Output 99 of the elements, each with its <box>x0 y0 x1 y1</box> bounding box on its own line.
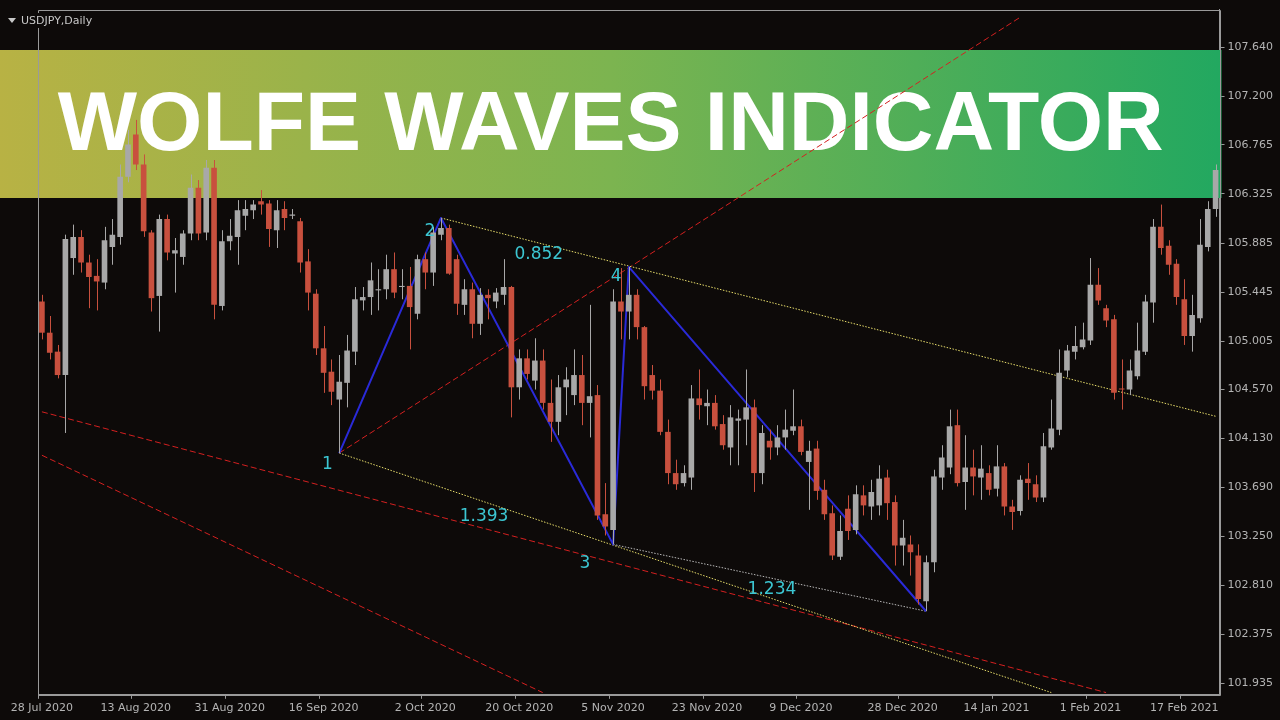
candlestick <box>461 278 468 316</box>
candlestick <box>289 208 296 220</box>
x-tick-label: 31 Aug 2020 <box>194 701 265 715</box>
y-tick-label: 106.325 <box>1227 186 1274 200</box>
candlestick <box>1095 267 1102 306</box>
x-tick-label: 16 Sep 2020 <box>288 701 359 715</box>
candlestick <box>868 479 875 521</box>
y-tick-label: 103.250 <box>1227 529 1274 543</box>
annotation: 2 <box>424 219 436 240</box>
candlestick <box>735 409 742 466</box>
candlestick <box>179 229 186 266</box>
candlestick <box>1158 204 1164 256</box>
candlestick <box>938 444 945 491</box>
candlestick <box>438 217 444 241</box>
candlestick <box>70 224 77 276</box>
candlestick <box>1071 325 1078 360</box>
candlestick <box>696 368 702 421</box>
y-tick-label: 102.375 <box>1227 626 1274 640</box>
candlestick <box>281 200 288 231</box>
y-tick-label: 107.200 <box>1227 89 1274 103</box>
annotation: 0.852 <box>514 243 564 264</box>
annotation: 1 <box>322 452 333 473</box>
candlestick <box>978 444 984 501</box>
y-tick-label: 107.640 <box>1227 40 1274 54</box>
y-tick-label: 104.570 <box>1227 382 1274 396</box>
candlestick <box>383 254 390 300</box>
candlestick <box>563 366 569 416</box>
y-tick-label: 102.810 <box>1227 578 1274 592</box>
candlestick <box>367 262 374 316</box>
annotation: 1.393 <box>459 505 509 526</box>
x-tick-label: 17 Feb 2021 <box>1150 701 1219 715</box>
candlestick <box>93 258 100 311</box>
candlestick <box>1032 474 1039 503</box>
candlestick <box>907 534 914 577</box>
x-tick-label: 23 Nov 2020 <box>671 701 743 715</box>
candlestick <box>422 251 429 290</box>
candlestick <box>1118 358 1125 411</box>
candlestick <box>492 287 499 309</box>
x-tick-label: 14 Jan 2021 <box>963 701 1030 715</box>
candlestick <box>336 354 343 454</box>
candlestick <box>172 237 178 294</box>
candlestick <box>46 315 53 360</box>
candlestick <box>1048 399 1055 451</box>
y-tick-label: 104.130 <box>1227 431 1274 445</box>
candlestick <box>500 258 507 306</box>
candlestick <box>649 364 656 401</box>
x-tick-label: 1 Feb 2021 <box>1059 701 1122 715</box>
candlestick <box>993 444 1000 497</box>
text: USDJPY,Daily <box>21 14 93 27</box>
candlestick <box>86 254 92 309</box>
candlestick <box>1009 499 1015 531</box>
candlestick <box>258 189 264 216</box>
candlestick <box>743 368 749 446</box>
candlestick <box>1079 322 1086 350</box>
candlestick <box>602 482 609 536</box>
text: WOLFE WAVES INDICATOR <box>57 74 1164 169</box>
x-tick-label: 20 Oct 2020 <box>485 701 554 715</box>
candlestick <box>712 394 718 431</box>
candlestick <box>704 389 710 426</box>
candlestick <box>391 251 397 299</box>
x-tick-label: 13 Aug 2020 <box>100 701 172 715</box>
candlestick <box>524 348 530 380</box>
y-tick-label: 105.005 <box>1227 333 1274 347</box>
candlestick <box>782 409 789 451</box>
candlestick <box>962 434 969 511</box>
y-tick-label: 106.765 <box>1227 137 1274 151</box>
x-tick-label: 28 Dec 2020 <box>867 701 938 715</box>
y-tick-label: 101.935 <box>1227 675 1274 689</box>
candlestick <box>359 286 366 311</box>
y-tick-label: 105.885 <box>1227 235 1274 249</box>
candlestick <box>586 304 593 438</box>
candlestick <box>970 449 976 496</box>
candlestick <box>242 199 249 231</box>
candlestick <box>399 268 405 300</box>
candlestick <box>532 337 538 391</box>
candlestick <box>845 494 851 541</box>
x-tick-label: 2 Oct 2020 <box>394 701 456 715</box>
x-tick-label: 28 Jul 2020 <box>10 701 74 715</box>
y-tick-label: 105.445 <box>1227 284 1274 298</box>
candlestick <box>672 459 679 491</box>
candlestick <box>250 199 256 220</box>
candlestick <box>790 389 796 436</box>
candlestick <box>1024 462 1031 501</box>
y-tick-label: 103.690 <box>1227 480 1274 494</box>
candlestick <box>805 440 812 511</box>
annotation: 4 <box>610 265 622 286</box>
annotation: 1.234 <box>747 578 797 599</box>
candlestick <box>226 218 233 251</box>
candlestick <box>1189 294 1195 353</box>
candlestick <box>1103 304 1109 328</box>
x-tick-label: 5 Nov 2020 <box>581 701 645 715</box>
candlestick <box>899 519 906 567</box>
candlestick <box>985 464 992 496</box>
candlestick <box>571 348 577 406</box>
candlestick <box>485 288 491 320</box>
annotation: 3 <box>579 552 591 573</box>
candlestick <box>1064 344 1070 378</box>
candlestick <box>625 266 632 340</box>
x-tick-label: 9 Dec 2020 <box>769 701 833 715</box>
